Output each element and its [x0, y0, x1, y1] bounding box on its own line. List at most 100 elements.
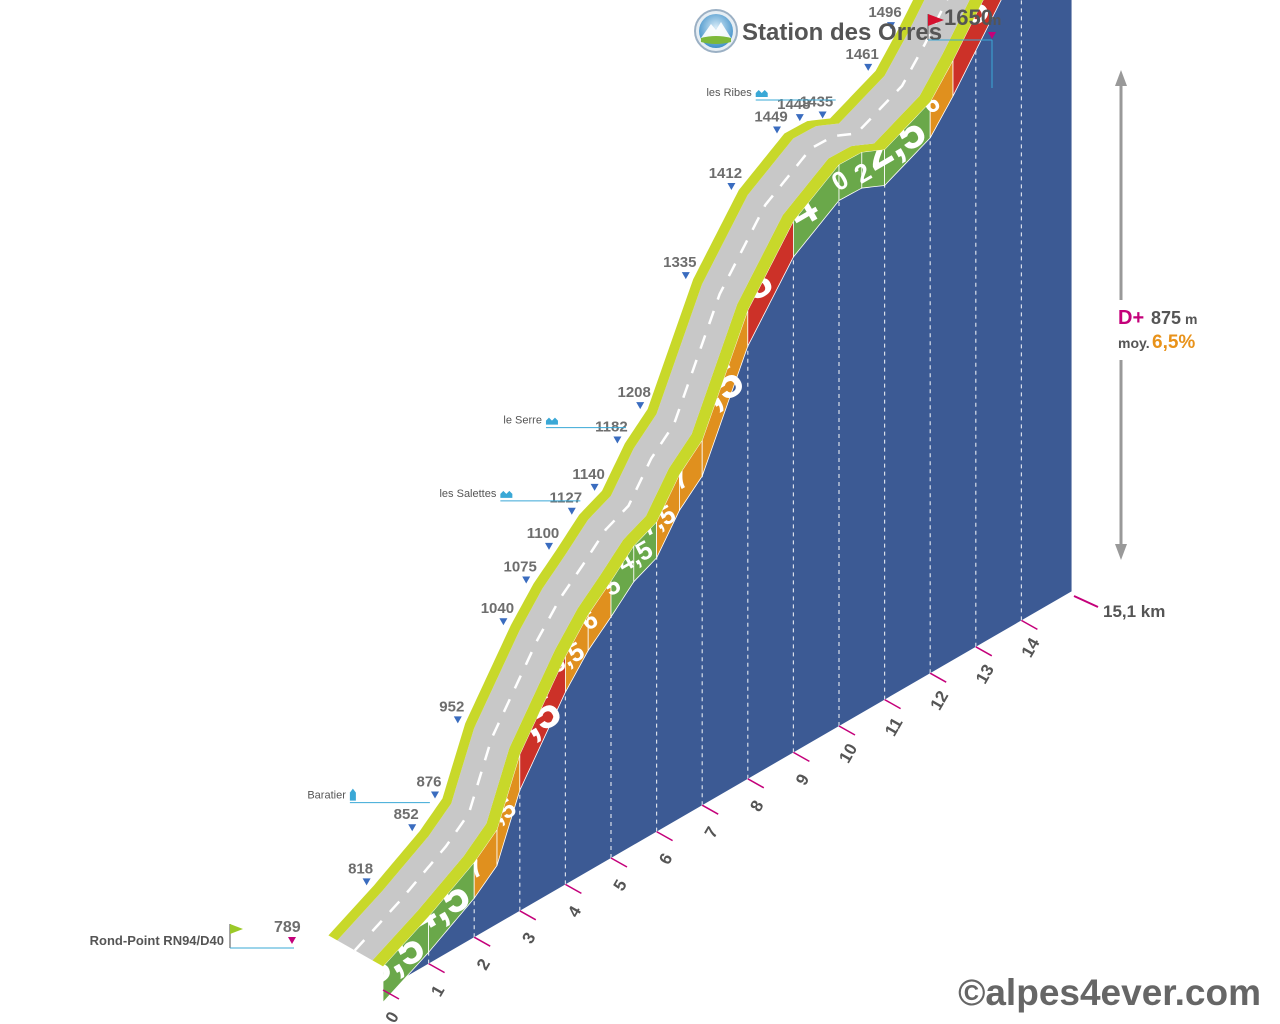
altitude-pin-icon: [681, 272, 690, 280]
km-tick: [929, 672, 947, 683]
road-edge-far: [328, 0, 925, 941]
mountain-badge-icon: [694, 9, 738, 53]
km-tick-label: 9: [792, 771, 813, 789]
altitude-marker: 1100: [527, 525, 560, 542]
place-name: le Serre: [503, 415, 542, 427]
km-tick-label: 12: [926, 688, 952, 714]
altitude-pin-icon: [864, 63, 873, 71]
altitude-marker: 1335: [663, 254, 696, 271]
altitude-pin-icon: [362, 878, 371, 886]
altitude-pin-icon: [408, 824, 417, 832]
km-tick-label: 7: [701, 824, 722, 842]
altitude-pin-icon: [818, 111, 827, 119]
altitude-pin-icon: [453, 716, 462, 724]
distance-label: 15,1 km: [1103, 602, 1165, 621]
altitude-marker: 952: [439, 698, 464, 715]
km-tick-label: 10: [835, 740, 861, 766]
km-tick-label: 6: [655, 850, 676, 868]
km-tick: [656, 830, 673, 842]
gain-unit: m: [1185, 311, 1197, 327]
altitude-pin-icon: [636, 402, 645, 410]
altitude-pin-icon: [590, 483, 599, 491]
altitude-pin-icon: [795, 114, 804, 122]
summit-name: Station des Orres: [742, 19, 942, 46]
place-name: les Salettes: [439, 488, 496, 500]
km-tick: [565, 883, 582, 895]
km-tick: [610, 857, 628, 868]
km-tick-label: 4: [564, 902, 585, 920]
km-tick-label: 13: [972, 661, 998, 687]
altitude-marker: 852: [394, 806, 419, 823]
road-lane: [337, 0, 970, 961]
houses-icon: [500, 490, 513, 498]
summit-flag-icon: [928, 14, 944, 26]
gain-label: D+: [1118, 307, 1144, 329]
gain-value: 875: [1151, 308, 1181, 328]
km-tick: [975, 646, 993, 657]
watermark: ©alpes4ever.com: [958, 972, 1261, 1013]
altitude-pin-icon: [499, 618, 508, 626]
altitude-marker: 1412: [709, 165, 742, 182]
elevation-summary: D+ 875 m moy. 6,5%: [1112, 70, 1204, 560]
km-tick: [1021, 619, 1038, 631]
km-tick: [473, 936, 491, 947]
km-tick: [428, 962, 445, 974]
altitude-pin-icon: [522, 576, 531, 584]
km-tick-label: 11: [881, 714, 906, 739]
start-flag-icon: [230, 924, 243, 934]
altitude-marker: 1182: [595, 418, 628, 435]
gradient-band: [952, 0, 1002, 97]
start-pin-icon: [288, 937, 296, 944]
avg-label: moy.: [1118, 335, 1150, 351]
start-name: Rond-Point RN94/D40: [90, 933, 224, 948]
altitude-marker: 1075: [504, 558, 537, 575]
altitude-pin-icon: [887, 22, 895, 30]
houses-icon: [545, 417, 558, 425]
church-icon: [349, 788, 356, 801]
start-label: Rond-Point RN94/D40 789: [90, 919, 301, 949]
km-tick: [838, 725, 856, 736]
altitude-pin-icon: [567, 507, 576, 515]
summit-header: Station des Orres 1650 m: [694, 5, 1001, 88]
altitude-marker: 1496: [868, 4, 901, 21]
km-tick: [747, 778, 765, 789]
altitude-marker: 1127: [550, 490, 583, 507]
altitude-marker: 876: [416, 773, 441, 790]
place-name: Baratier: [307, 790, 346, 802]
km-tick: [884, 698, 901, 710]
road-edge-near: [372, 0, 984, 967]
altitude-marker: 818: [348, 860, 373, 877]
start-altitude: 789: [274, 919, 301, 936]
place-name: les Ribes: [706, 87, 752, 99]
altitude-marker: 1040: [481, 600, 514, 617]
altitude-pin-icon: [431, 791, 439, 799]
altitude-marker: 1140: [572, 466, 605, 483]
altitude-marker: 1208: [618, 384, 651, 401]
altitude-pin-icon: [727, 183, 736, 191]
houses-icon: [755, 89, 768, 97]
summit-unit: m: [988, 12, 1001, 29]
km-tick: [793, 751, 810, 763]
km-tick: [519, 910, 537, 921]
km-tick-label: 14: [1018, 634, 1044, 660]
km-tick-label: 8: [746, 797, 767, 815]
km-tick-label: 2: [473, 956, 494, 974]
arrow-up-icon: [1115, 70, 1127, 86]
summit-pin-icon: [988, 32, 996, 39]
altitude-markers: 8188528769521040107511001127114011821208…: [348, 4, 902, 886]
profile-wall-face: [383, 0, 1072, 990]
altitude-pin-icon: [613, 436, 622, 444]
km-tick-label: 5: [610, 876, 631, 894]
arrow-down-icon: [1115, 544, 1127, 560]
km-tick-label: 3: [518, 929, 539, 947]
km-tick: [382, 989, 400, 1000]
altitude-marker: 1461: [846, 46, 879, 63]
altitude-pin-icon: [773, 126, 781, 134]
total-distance: 15,1 km: [1073, 595, 1165, 621]
km-tick-label: 0: [382, 1008, 403, 1024]
km-tick-label: 1: [427, 982, 448, 1000]
altitude-pin-icon: [545, 542, 553, 550]
avg-value: 6,5%: [1152, 332, 1195, 353]
